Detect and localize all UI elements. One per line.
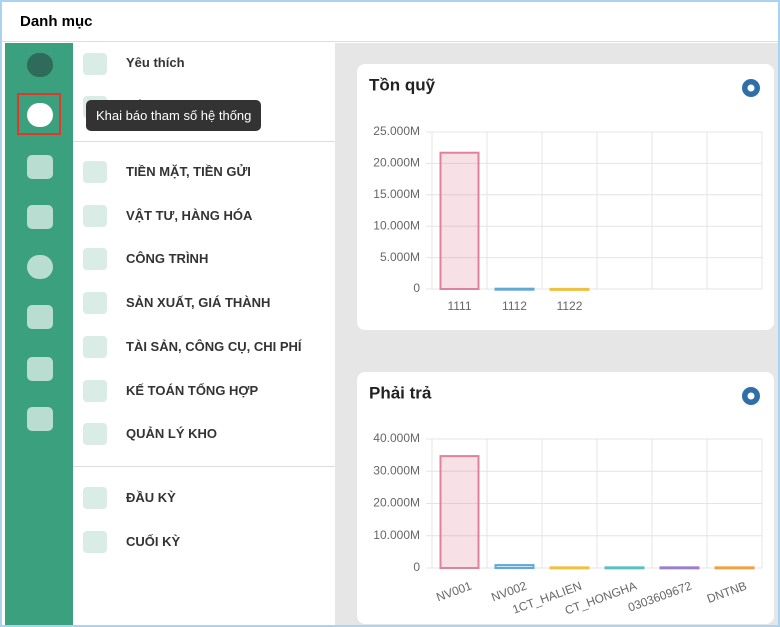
menu-item[interactable]: KẾ TOÁN TỔNG HỢP <box>126 382 259 398</box>
menu-item[interactable]: ĐẦU KỲ <box>126 490 176 505</box>
menu-item[interactable]: CUỐI KỲ <box>126 534 181 549</box>
menu-item[interactable]: CÔNG TRÌNH <box>126 251 209 267</box>
menu-icon <box>83 335 107 358</box>
menu-icon <box>83 423 107 446</box>
bar <box>549 566 590 570</box>
bar <box>714 566 755 570</box>
x-tick-label: 0303609672 <box>626 579 694 615</box>
y-tick-label: 20.000M <box>373 496 420 510</box>
y-tick-label: 10.000M <box>373 528 420 542</box>
y-tick-label: 40.000M <box>373 431 420 445</box>
x-tick-label: NV001 <box>434 579 474 605</box>
bar <box>604 566 645 570</box>
y-tick-label: 5.000M <box>380 250 420 264</box>
bar <box>494 564 535 570</box>
y-tick-label: 20.000M <box>373 156 420 170</box>
bar <box>659 566 700 570</box>
menu-item[interactable]: TÀI SẢN, CÔNG CỤ, CHI PHÍ <box>126 338 302 354</box>
chart: Tồn quỹ 0 5.000M 10.000M 15.000M 20.000M 25.00… <box>369 75 763 313</box>
x-tick-label: 1112 <box>502 299 527 313</box>
highlight <box>17 93 61 135</box>
y-tick-label: 30.000M <box>373 463 420 477</box>
y-tick-label: 0 <box>413 560 420 574</box>
menu-item[interactable]: TIỀN MẶT, TIỀN GỬI <box>126 164 251 179</box>
menu-icon <box>83 531 107 553</box>
gear-hole <box>747 392 755 400</box>
settings-icon[interactable] <box>27 103 53 127</box>
chart-card: Tồn quỹ 0 5.000M 10.000M 15.000M 20.000M 25.00… <box>357 64 774 330</box>
logo[interactable] <box>27 53 53 77</box>
chart-card: Phải trả 0 10.000M 20.000M 30.000M 40.000M NV0… <box>357 372 774 624</box>
tooltip: Khai báo tham số hệ thống <box>86 100 262 131</box>
y-tick-label: 15.000M <box>373 187 420 201</box>
x-tick-label: 1111 <box>447 299 471 313</box>
divider <box>73 466 335 467</box>
x-tick-label: DNTNB <box>705 579 749 606</box>
menu-icon <box>83 487 107 509</box>
menu-item[interactable]: VẬT TƯ, HÀNG HÓA <box>126 207 253 223</box>
bar <box>439 455 480 569</box>
search-icon[interactable] <box>27 255 53 279</box>
header-title: Danh mục <box>2 2 778 42</box>
y-tick-label: 10.000M <box>373 218 420 232</box>
menu-icon <box>83 204 107 227</box>
user-settings-icon[interactable] <box>27 155 53 179</box>
bar <box>549 287 590 291</box>
menu-item[interactable]: QUẢN LÝ KHO <box>126 426 217 442</box>
menu-item[interactable]: SẢN XUẤT, GIÁ THÀNH <box>126 295 271 311</box>
menu-icon <box>83 292 107 315</box>
divider <box>73 141 335 142</box>
chart-title: Phải trả <box>369 383 432 402</box>
gear-hole <box>747 84 755 92</box>
menu: Yêu thíchTổng quanTIỀN MẶT, TIỀN GỬIVẬT … <box>73 43 335 625</box>
report-icon[interactable] <box>27 357 53 381</box>
bar <box>494 287 535 291</box>
database-icon[interactable] <box>27 305 53 329</box>
menu-icon <box>83 161 107 183</box>
chart: Phải trả 0 10.000M 20.000M 30.000M 40.000M NV0… <box>369 383 763 618</box>
bar <box>439 151 480 290</box>
y-tick-label: 25.000M <box>373 124 420 138</box>
lock-icon[interactable] <box>27 407 53 431</box>
menu-icon <box>83 379 107 402</box>
dashboard: Tồn quỹ 0 5.000M 10.000M 15.000M 20.000M 25.00… <box>335 43 778 625</box>
menu-item[interactable]: Yêu thích <box>126 55 185 70</box>
users-icon[interactable] <box>27 205 53 229</box>
sidebar <box>5 43 73 625</box>
chart-title: Tồn quỹ <box>369 75 436 94</box>
menu-icon <box>83 248 107 271</box>
x-tick-label: 1122 <box>557 299 583 313</box>
menu-icon <box>83 53 107 75</box>
y-tick-label: 0 <box>413 281 420 295</box>
